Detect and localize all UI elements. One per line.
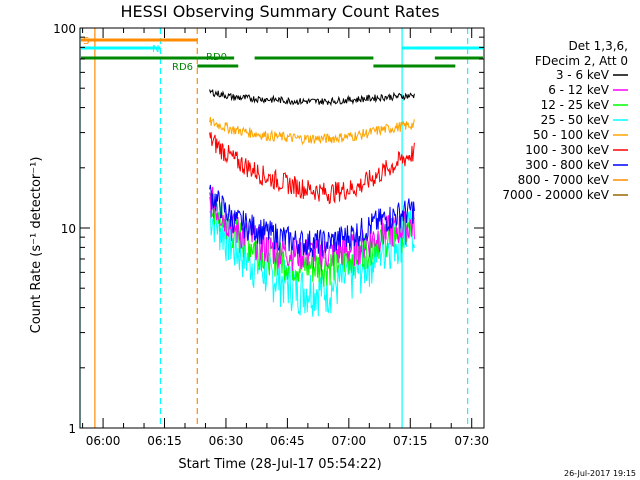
series-line-50-100keV xyxy=(209,116,415,146)
legend-entry-label: 50 - 100 keV xyxy=(533,128,610,142)
series-line-3-6keV xyxy=(209,88,415,107)
footer-timestamp: 26-Jul-2017 19:15 xyxy=(564,469,636,478)
legend-entry-label: 6 - 12 keV xyxy=(548,83,610,97)
legend-entry-label: 800 - 7000 keV xyxy=(518,173,610,187)
x-tick-label-4: 07:00 xyxy=(332,434,367,448)
series-line-300-800keV xyxy=(209,184,415,258)
series-line-100-300keV xyxy=(209,132,415,205)
y-axis-label: Count Rate (s⁻¹ detector⁻¹) xyxy=(29,157,44,334)
legend-entry-label: 3 - 6 keV xyxy=(556,68,610,82)
x-tick-label-0: 06:00 xyxy=(86,434,121,448)
legend-entry-label: 12 - 25 keV xyxy=(541,98,610,112)
flag-label-rd6: RD6 xyxy=(172,62,193,73)
legend-entry-label: 7000 - 20000 keV xyxy=(502,188,609,202)
x-axis-label: Start Time (28-Jul-17 05:54:22) xyxy=(178,457,381,472)
flag-label-rd0: RD0 xyxy=(206,52,227,63)
x-tick-label-1: 06:15 xyxy=(147,434,182,448)
plot-frame xyxy=(79,27,485,429)
flag-label-s: S xyxy=(83,36,89,47)
y-tick-label-0: 1 xyxy=(68,422,76,436)
x-tick-label-6: 07:30 xyxy=(454,434,489,448)
legend-entry-label: 300 - 800 keV xyxy=(525,158,609,172)
x-tick-label-5: 07:15 xyxy=(393,434,428,448)
chart-title: HESSI Observing Summary Count Rates xyxy=(120,2,439,21)
legend-header-line2: FDecim 2, Att 0 xyxy=(535,54,628,68)
y-tick-label-1: 10 xyxy=(61,222,76,236)
x-tick-label-3: 06:45 xyxy=(270,434,305,448)
y-tick-label-2: 100 xyxy=(53,22,76,36)
legend-entry-label: 25 - 50 keV xyxy=(541,113,610,127)
legend-header-line1: Det 1,3,6, xyxy=(569,39,629,53)
x-tick-label-2: 06:30 xyxy=(209,434,244,448)
legend-entry-label: 100 - 300 keV xyxy=(525,143,609,157)
flag-label-n: N xyxy=(152,44,159,55)
